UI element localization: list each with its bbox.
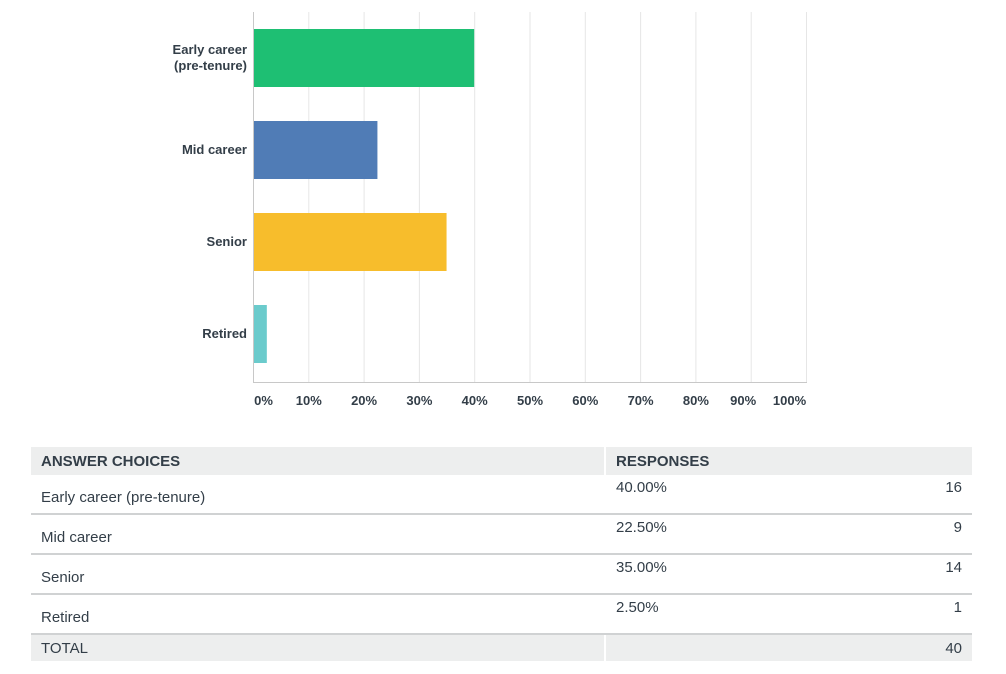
total-count: 40	[855, 634, 972, 661]
total-label: TOTAL	[31, 634, 605, 661]
bar	[254, 213, 447, 271]
response-percent: 22.50%	[604, 514, 855, 555]
category-labels: Early career (pre-tenure) Mid career Senior…	[173, 42, 248, 341]
table-row: Early career (pre-tenure) 40.00% 16	[31, 475, 972, 515]
response-count: 9	[855, 514, 972, 555]
x-tick-label: 40%	[462, 393, 488, 408]
answer-choice: Senior	[31, 554, 605, 595]
response-percent: 40.00%	[604, 475, 855, 515]
answer-choice: Early career (pre-tenure)	[31, 475, 605, 515]
x-tick-labels: 0% 10% 20% 30% 40% 50% 60% 70% 80% 90% 100%	[254, 393, 806, 408]
response-percent: 35.00%	[604, 554, 855, 595]
category-label: Mid career	[182, 142, 247, 157]
x-tick-label: 80%	[683, 393, 709, 408]
response-count: 14	[855, 554, 972, 595]
bar	[254, 305, 267, 363]
response-count: 16	[855, 475, 972, 515]
x-tick-label: 50%	[517, 393, 543, 408]
answer-choice: Mid career	[31, 514, 605, 555]
category-label: Early career (pre-tenure)	[173, 42, 247, 73]
table-header-row: ANSWER CHOICES RESPONSES	[31, 447, 972, 475]
x-tick-label: 10%	[296, 393, 322, 408]
table-row: Mid career 22.50% 9	[31, 514, 972, 555]
total-row: TOTAL 40	[31, 634, 972, 661]
response-percent: 2.50%	[604, 594, 855, 635]
response-count: 1	[855, 594, 972, 635]
bar-chart: Early career (pre-tenure) Mid career Senior…	[173, 12, 807, 408]
bar	[254, 29, 475, 87]
responses-header: RESPONSES	[604, 447, 972, 475]
total-spacer	[604, 634, 855, 661]
x-tick-label: 70%	[628, 393, 654, 408]
table-row: Senior 35.00% 14	[31, 554, 972, 595]
answer-choice: Retired	[31, 594, 605, 635]
bars	[254, 29, 475, 363]
bar	[254, 121, 378, 179]
category-label: Senior	[207, 234, 247, 249]
x-tick-label: 60%	[572, 393, 598, 408]
axes	[253, 12, 807, 383]
table-row: Retired 2.50% 1	[31, 594, 972, 635]
answer-table: ANSWER CHOICES RESPONSES Early career (p…	[31, 447, 972, 661]
x-tick-label: 20%	[351, 393, 377, 408]
x-tick-label: 90%	[730, 393, 756, 408]
category-label: Retired	[202, 326, 247, 341]
x-tick-label: 0%	[254, 393, 273, 408]
x-tick-label: 30%	[406, 393, 432, 408]
x-tick-label: 100%	[773, 393, 807, 408]
answer-choices-header: ANSWER CHOICES	[31, 447, 605, 475]
